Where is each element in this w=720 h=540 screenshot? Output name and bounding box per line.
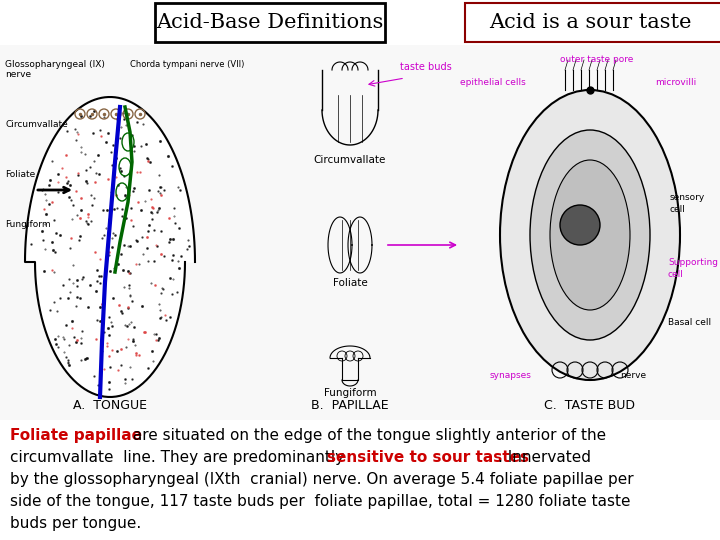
- Text: cell: cell: [668, 270, 684, 279]
- Bar: [155, 3, 385, 42]
- Text: cell: cell: [670, 205, 686, 214]
- Text: Basal cell: Basal cell: [668, 318, 711, 327]
- Ellipse shape: [501, 91, 679, 379]
- Text: Glossopharyngeal (IX): Glossopharyngeal (IX): [5, 60, 105, 69]
- Text: Fungiform: Fungiform: [5, 220, 50, 229]
- Bar: [465, 3, 720, 42]
- Bar: [0, 45, 720, 420]
- Text: outer taste pore: outer taste pore: [560, 55, 634, 64]
- Circle shape: [560, 205, 600, 245]
- Text: sensory: sensory: [670, 193, 706, 202]
- Text: Foliate: Foliate: [5, 170, 35, 179]
- Text: nerve: nerve: [5, 70, 31, 79]
- Ellipse shape: [530, 130, 650, 340]
- Text: Acid-Base Definitions: Acid-Base Definitions: [156, 14, 384, 32]
- Text: microvilli: microvilli: [655, 78, 696, 87]
- Text: nerve: nerve: [620, 371, 646, 380]
- Text: A.  TONGUE: A. TONGUE: [73, 399, 147, 412]
- Text: epithelial cells: epithelial cells: [460, 78, 526, 87]
- Text: Chorda tympani nerve (VII): Chorda tympani nerve (VII): [130, 60, 244, 69]
- Text: by the glossopharyngeal (IXth  cranial) nerve. On average 5.4 foliate papillae p: by the glossopharyngeal (IXth cranial) n…: [10, 472, 634, 487]
- Text: synapses: synapses: [490, 371, 532, 380]
- Text: Foliate: Foliate: [333, 278, 367, 288]
- Text: sensitive to sour tastes: sensitive to sour tastes: [327, 450, 529, 465]
- Text: B.  PAPILLAE: B. PAPILLAE: [311, 399, 389, 412]
- Ellipse shape: [550, 160, 630, 310]
- Polygon shape: [25, 97, 195, 397]
- Text: Circumvallate: Circumvallate: [5, 120, 68, 129]
- Text: Circumvallate: Circumvallate: [314, 155, 386, 165]
- Text: . Innervated: . Innervated: [498, 450, 591, 465]
- Text: are situated on the edge of the tongue slightly anterior of the: are situated on the edge of the tongue s…: [128, 428, 606, 443]
- Text: Acid is a sour taste: Acid is a sour taste: [489, 14, 691, 32]
- Text: Fungiform: Fungiform: [324, 388, 377, 398]
- Text: side of the tongue, 117 taste buds per  foliate papillae, total = 1280 foliate t: side of the tongue, 117 taste buds per f…: [10, 494, 631, 509]
- Text: circumvallate  line. They are predominantly: circumvallate line. They are predominant…: [10, 450, 349, 465]
- Text: Foliate papillae: Foliate papillae: [10, 428, 142, 443]
- Text: taste buds: taste buds: [400, 62, 451, 72]
- Text: C.  TASTE BUD: C. TASTE BUD: [544, 399, 636, 412]
- Text: Supporting: Supporting: [668, 258, 718, 267]
- Text: buds per tongue.: buds per tongue.: [10, 516, 141, 531]
